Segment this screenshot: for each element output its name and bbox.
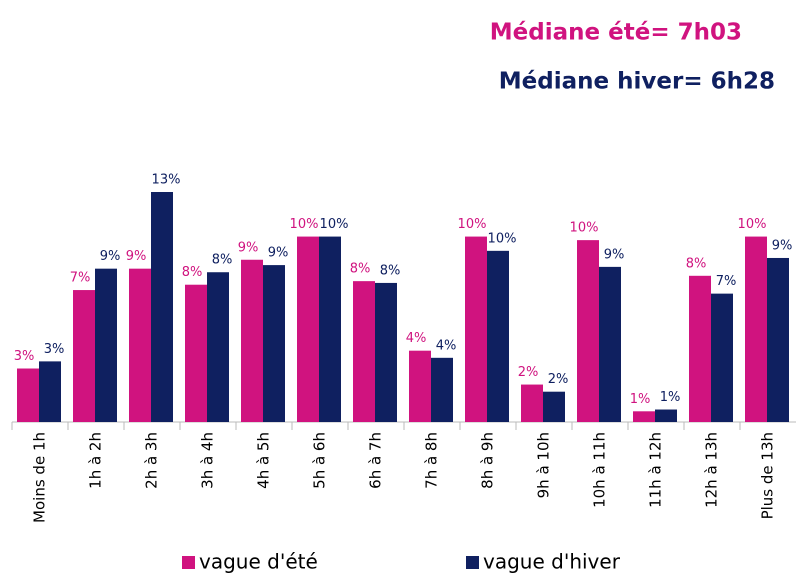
bar bbox=[185, 284, 207, 422]
data-label: 8% bbox=[380, 263, 401, 278]
data-label: 10% bbox=[570, 221, 599, 236]
data-label: 7% bbox=[716, 274, 737, 289]
bar bbox=[375, 282, 397, 422]
bar bbox=[577, 240, 599, 422]
legend-label: vague d'été bbox=[199, 550, 318, 574]
data-label: 9% bbox=[100, 249, 121, 264]
data-label: 2% bbox=[548, 372, 569, 387]
bar bbox=[521, 384, 543, 422]
data-label: 10% bbox=[458, 217, 487, 232]
bar bbox=[633, 411, 655, 422]
data-label: 13% bbox=[152, 173, 181, 188]
data-label: 2% bbox=[518, 365, 539, 380]
bar bbox=[465, 236, 487, 422]
x-tick-label: 3h à 4h bbox=[199, 432, 217, 489]
bar bbox=[543, 391, 565, 422]
data-label: 7% bbox=[70, 271, 91, 286]
legend-swatch bbox=[182, 556, 195, 569]
bar bbox=[745, 236, 767, 422]
data-label: 10% bbox=[320, 217, 349, 232]
x-tick-label: 11h à 12h bbox=[647, 432, 665, 508]
bar bbox=[241, 259, 263, 422]
bar bbox=[319, 236, 341, 422]
bar bbox=[73, 290, 95, 422]
data-label: 1% bbox=[660, 390, 681, 405]
bar bbox=[297, 236, 319, 422]
legend-swatch bbox=[466, 556, 479, 569]
bar bbox=[689, 275, 711, 422]
data-label: 8% bbox=[212, 253, 233, 268]
data-label: 8% bbox=[686, 256, 707, 271]
bar bbox=[263, 265, 285, 422]
annotation: Médiane été= 7h03 bbox=[490, 20, 742, 46]
bar bbox=[207, 272, 229, 422]
data-label: 9% bbox=[238, 240, 259, 255]
x-tick-label: 1h à 2h bbox=[87, 432, 105, 489]
bar bbox=[431, 357, 453, 422]
bar bbox=[353, 281, 375, 422]
bar bbox=[151, 192, 173, 422]
bar bbox=[129, 268, 151, 422]
data-label: 10% bbox=[738, 217, 767, 232]
data-label: 9% bbox=[772, 238, 793, 253]
annotation: Médiane hiver= 6h28 bbox=[499, 69, 775, 95]
x-tick-label: 6h à 7h bbox=[367, 432, 385, 489]
data-label: 4% bbox=[406, 331, 427, 346]
data-label: 1% bbox=[630, 392, 651, 407]
bar bbox=[39, 361, 61, 422]
x-tick-label: 8h à 9h bbox=[479, 432, 497, 489]
data-label: 8% bbox=[182, 265, 203, 280]
bar bbox=[409, 350, 431, 422]
data-label: 9% bbox=[604, 247, 625, 262]
bar bbox=[767, 257, 789, 422]
legend-label: vague d'hiver bbox=[483, 550, 621, 574]
data-label: 10% bbox=[290, 217, 319, 232]
data-label: 8% bbox=[350, 262, 371, 277]
data-label: 9% bbox=[268, 246, 289, 261]
x-tick-label: Moins de 1h bbox=[31, 432, 49, 523]
x-tick-label: Plus de 13h bbox=[759, 432, 777, 519]
bar bbox=[487, 250, 509, 422]
x-tick-label: 10h à 11h bbox=[591, 432, 609, 508]
bar bbox=[655, 409, 677, 422]
x-tick-label: 4h à 5h bbox=[255, 432, 273, 489]
data-label: 9% bbox=[126, 249, 147, 264]
bar bbox=[599, 266, 621, 422]
bar bbox=[95, 268, 117, 422]
bar bbox=[17, 368, 39, 422]
x-tick-label: 2h à 3h bbox=[143, 432, 161, 489]
bar bbox=[711, 293, 733, 422]
x-tick-label: 12h à 13h bbox=[703, 432, 721, 508]
data-label: 4% bbox=[436, 338, 457, 353]
data-label: 10% bbox=[488, 231, 517, 246]
x-tick-label: 5h à 6h bbox=[311, 432, 329, 489]
data-label: 3% bbox=[14, 349, 35, 364]
data-label: 3% bbox=[44, 342, 65, 357]
x-tick-label: 7h à 8h bbox=[423, 432, 441, 489]
x-tick-label: 9h à 10h bbox=[535, 432, 553, 498]
